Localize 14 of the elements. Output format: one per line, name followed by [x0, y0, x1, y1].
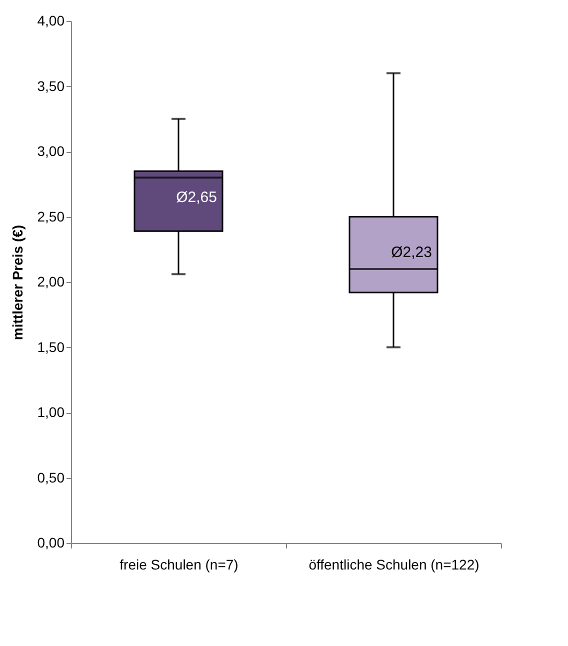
y-tick-label: 0,00	[37, 534, 65, 550]
y-tick-label: 1,50	[37, 338, 65, 355]
y-tick-label: 1,00	[37, 404, 65, 420]
y-tick-label: 2,00	[37, 274, 65, 290]
annotation: Ø2,65	[176, 189, 217, 206]
y-tick-label: 3,00	[37, 143, 65, 159]
y-tick-label: 2,50	[37, 208, 65, 224]
x-tick-label: freie Schulen (n=7)	[120, 556, 238, 572]
x-tick-label: öffentliche Schulen (n=122)	[308, 556, 480, 572]
y-tick-label: 4,00	[37, 12, 65, 28]
y-axis-title: mittlerer Preis (€)	[9, 224, 26, 340]
y-tick-label: 0,50	[37, 469, 65, 486]
annotation: Ø2,23	[391, 244, 432, 261]
y-tick-label: 3,50	[37, 78, 65, 94]
